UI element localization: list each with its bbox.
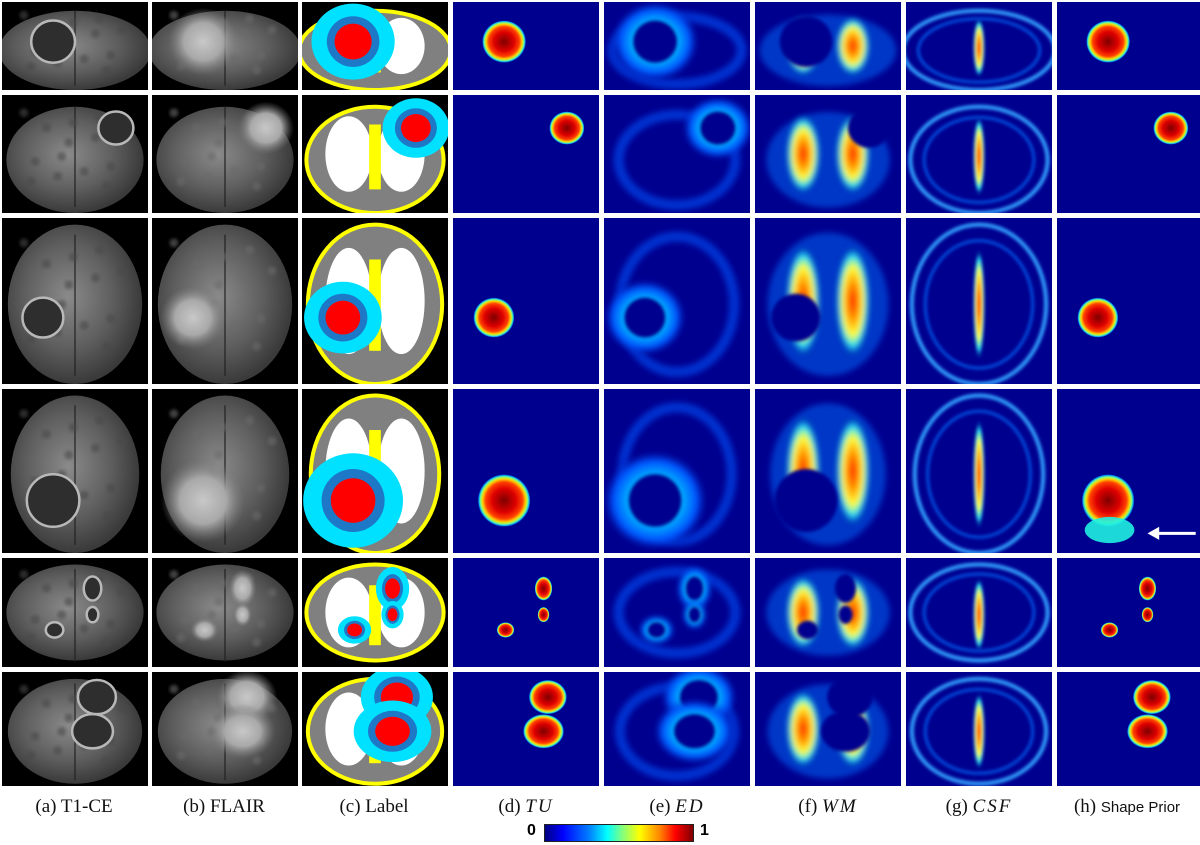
panel-label-row-2 [302,95,448,213]
caption-d: (d) TU [498,796,554,817]
panel-tu-row-1 [453,2,599,90]
panel-label-row-4 [302,389,448,553]
panel-mri-row-4 [2,389,148,553]
caption-a: (a) T1-CE [35,796,113,817]
panel-mri-row-2 [2,95,148,213]
panel-mri-row-3 [152,218,298,384]
panel-ed-row-4 [604,389,750,553]
panel-ed-row-1 [604,2,750,90]
panel-wm-row-3 [755,218,901,384]
panel-wm-row-4 [755,389,901,553]
colorbar [544,824,694,842]
panel-mri-row-5 [2,558,148,667]
panel-csf-row-5 [906,558,1052,667]
panel-mri-row-6 [152,672,298,786]
caption-g: (g) CSF [945,796,1013,817]
panel-mri-row-1 [2,2,148,90]
panel-wm-row-2 [755,95,901,213]
panel-tu-row-5 [453,558,599,667]
panel-prior-row-4 [1057,389,1200,553]
panel-ed-row-3 [604,218,750,384]
panel-csf-row-6 [906,672,1052,786]
panel-tu-row-2 [453,95,599,213]
panel-mri-row-3 [2,218,148,384]
caption-b: (b) FLAIR [183,796,265,817]
colorbar-min-label: 0 [527,822,536,839]
panel-label-row-1 [302,2,448,90]
panel-mri-row-1 [152,2,298,90]
panel-mri-row-6 [2,672,148,786]
panel-label-row-6 [302,672,448,786]
figure-grid [2,2,1200,786]
panel-ed-row-5 [604,558,750,667]
panel-mri-row-4 [152,389,298,553]
caption-e: (e) ED [649,796,705,817]
panel-tu-row-3 [453,218,599,384]
panel-prior-row-5 [1057,558,1200,667]
caption-f: (f) WM [798,796,858,817]
panel-wm-row-6 [755,672,901,786]
panel-ed-row-2 [604,95,750,213]
panel-prior-row-2 [1057,95,1200,213]
panel-wm-row-5 [755,558,901,667]
panel-label-row-5 [302,558,448,667]
panel-csf-row-1 [906,2,1052,90]
panel-prior-row-6 [1057,672,1200,786]
colorbar-max-label: 1 [700,822,709,839]
panel-tu-row-6 [453,672,599,786]
panel-prior-row-1 [1057,2,1200,90]
panel-label-row-3 [302,218,448,384]
panel-ed-row-6 [604,672,750,786]
panel-tu-row-4 [453,389,599,553]
caption-c: (c) Label [339,796,409,817]
panel-prior-row-3 [1057,218,1200,384]
panel-wm-row-1 [755,2,901,90]
panel-csf-row-4 [906,389,1052,553]
caption-h: (h) Shape Prior [1073,796,1181,817]
panel-csf-row-3 [906,218,1052,384]
panel-mri-row-5 [152,558,298,667]
panel-mri-row-2 [152,95,298,213]
panel-csf-row-2 [906,95,1052,213]
